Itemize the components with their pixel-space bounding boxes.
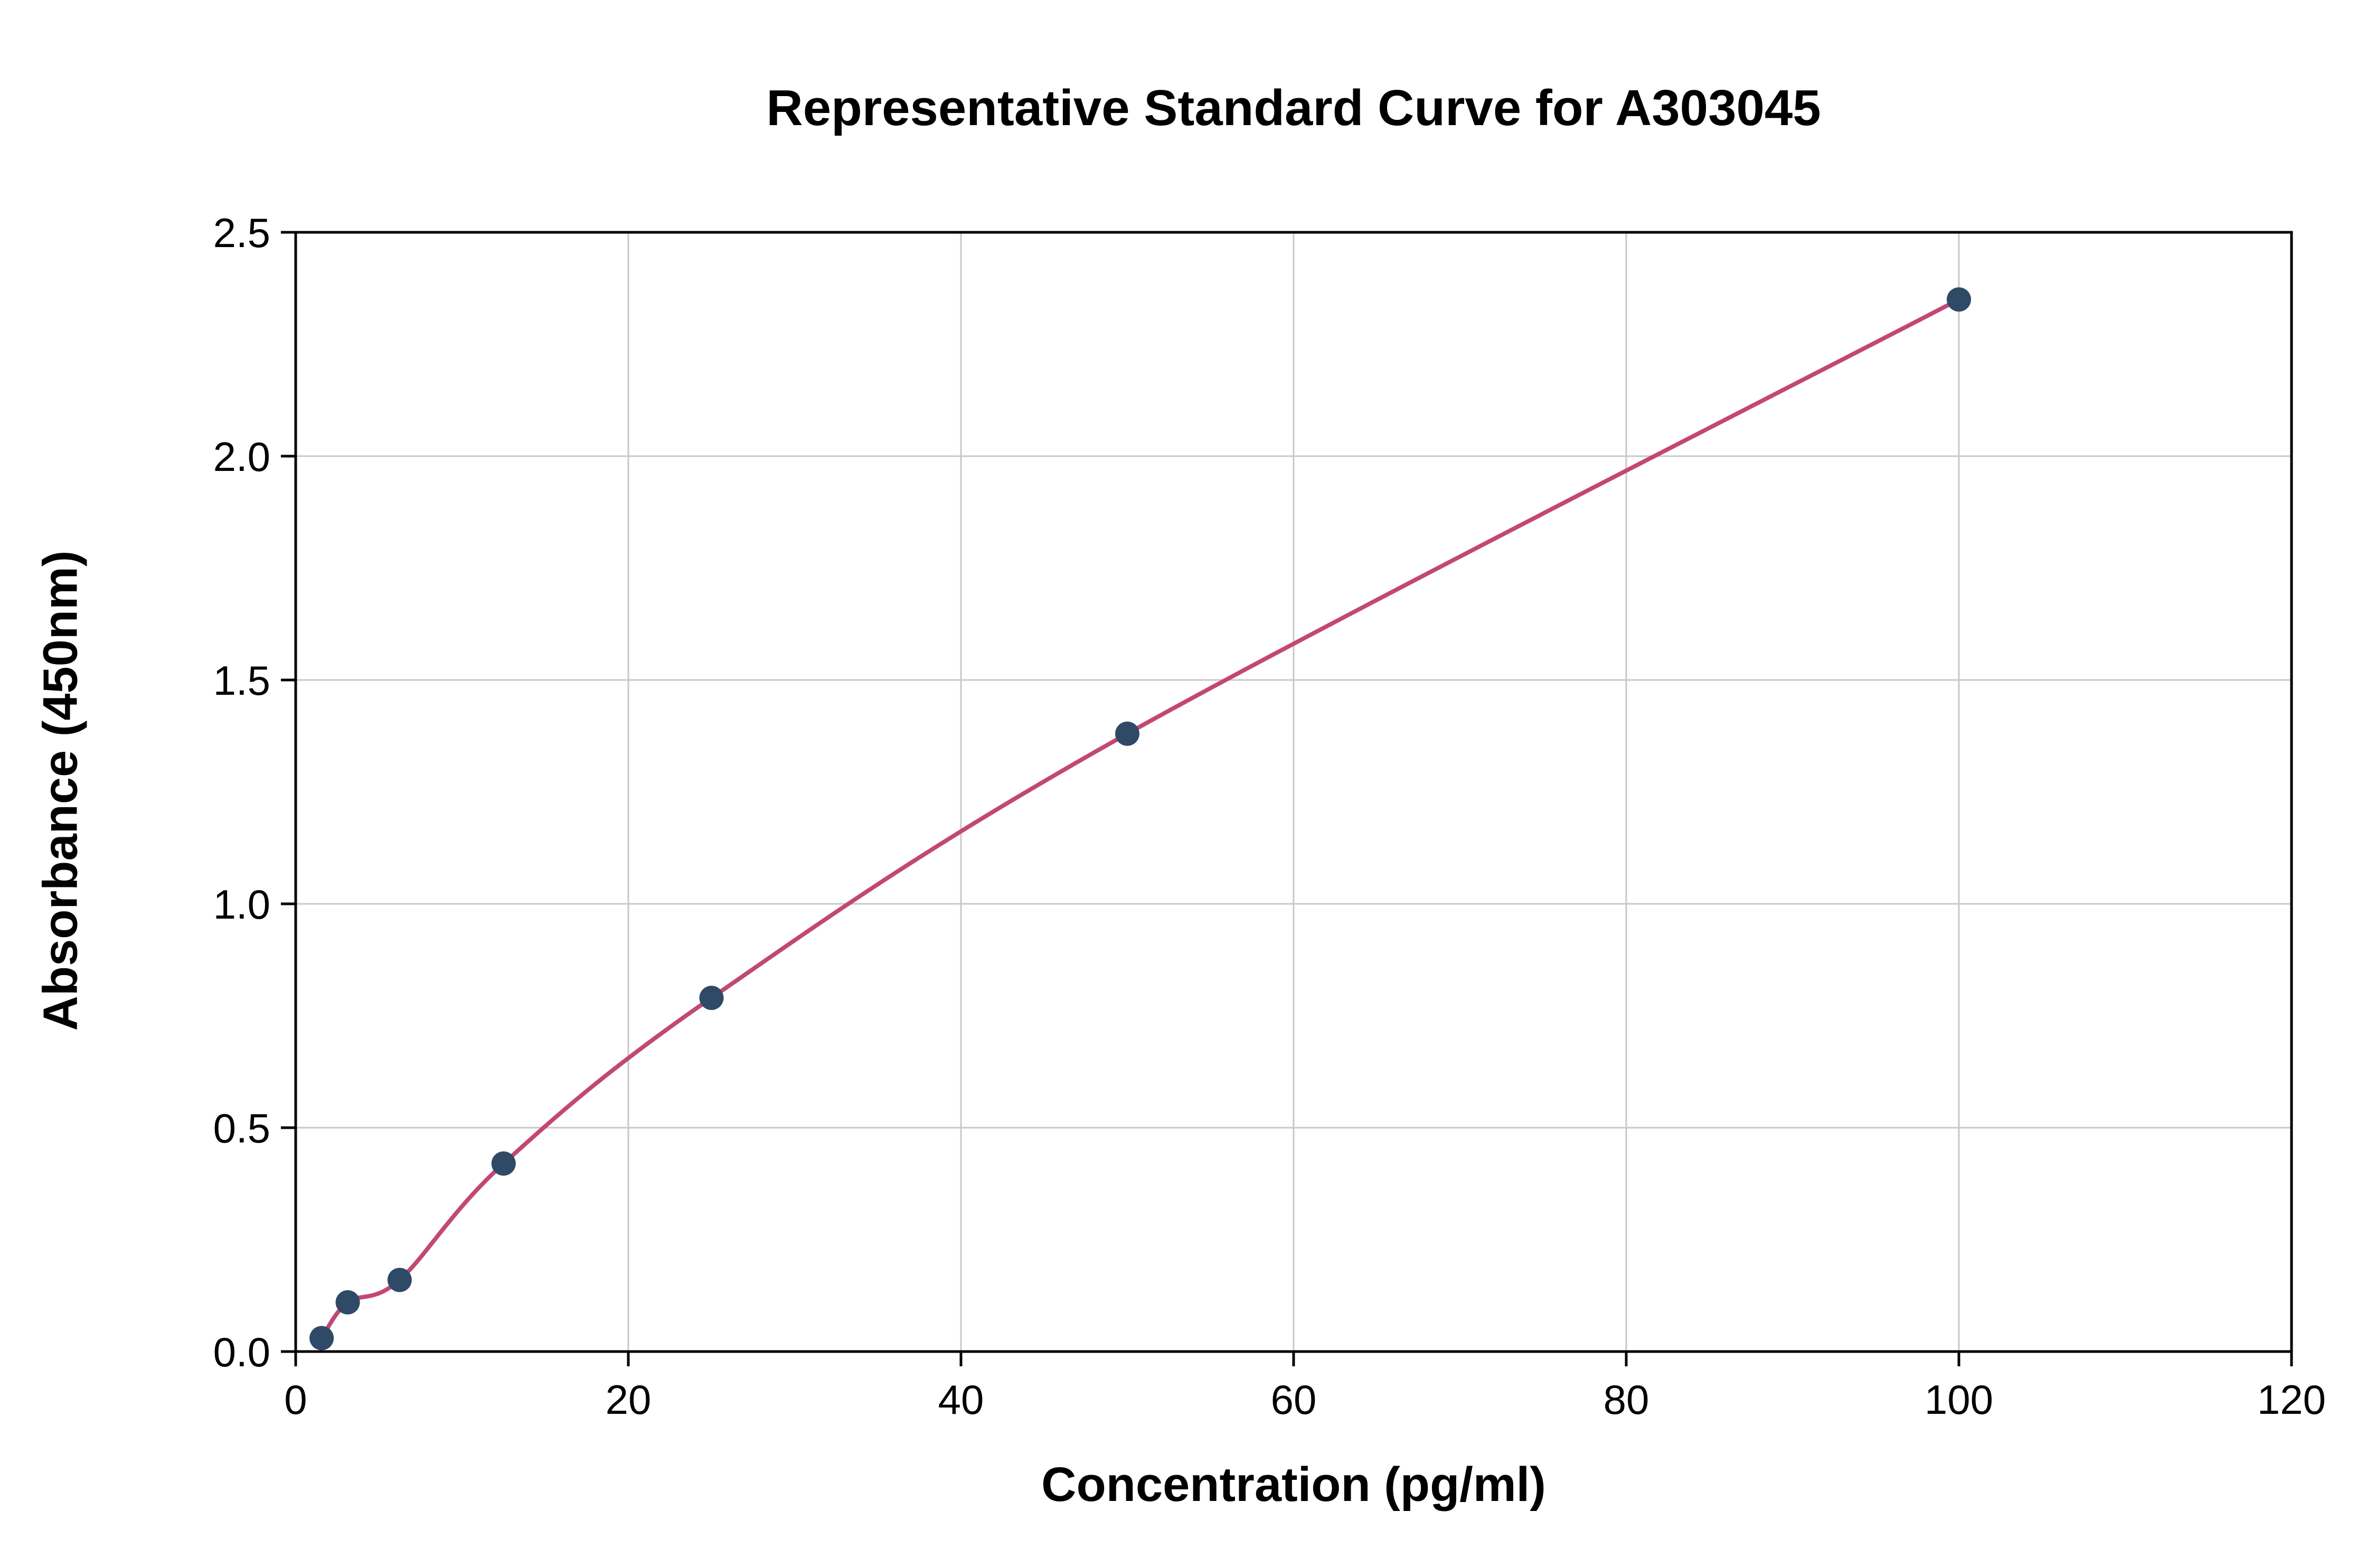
y-tick-label: 1.5 [213,657,270,704]
x-tick-label: 100 [1925,1376,1993,1423]
y-tick-label: 2.5 [213,210,270,256]
chart-title: Representative Standard Curve for A30304… [766,80,1821,136]
data-point [309,1326,334,1350]
data-point [335,1290,360,1315]
x-tick-label: 60 [1271,1376,1317,1423]
x-tick-label: 0 [284,1376,307,1423]
x-tick-label: 40 [938,1376,984,1423]
x-axis-label: Concentration (pg/ml) [1041,1458,1546,1512]
x-tick-label: 20 [606,1376,652,1423]
y-tick-label: 0.0 [213,1329,270,1375]
data-point [491,1151,516,1176]
data-point [1947,287,1971,312]
data-point [387,1268,412,1292]
y-tick-label: 2.0 [213,433,270,480]
fitted-curve [319,297,1961,1340]
data-point [699,986,724,1010]
y-tick-label: 1.0 [213,881,270,928]
data-point [1115,721,1139,746]
y-tick-label: 0.5 [213,1105,270,1151]
x-tick-label: 120 [2257,1376,2326,1423]
x-tick-label: 80 [1604,1376,1649,1423]
